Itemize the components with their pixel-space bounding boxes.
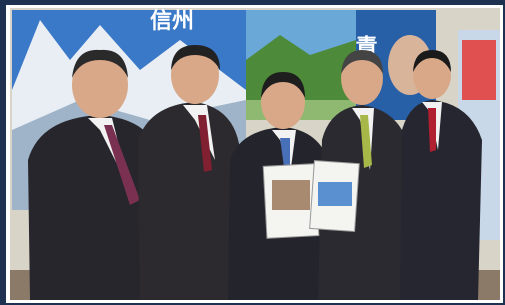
poster-text: 信州 bbox=[150, 8, 194, 34]
document-photo bbox=[318, 182, 352, 206]
document-photo bbox=[272, 180, 310, 210]
documents bbox=[263, 161, 359, 239]
poster-side-banner bbox=[462, 40, 496, 100]
photo-frame: 信州 責任 bbox=[0, 0, 505, 305]
